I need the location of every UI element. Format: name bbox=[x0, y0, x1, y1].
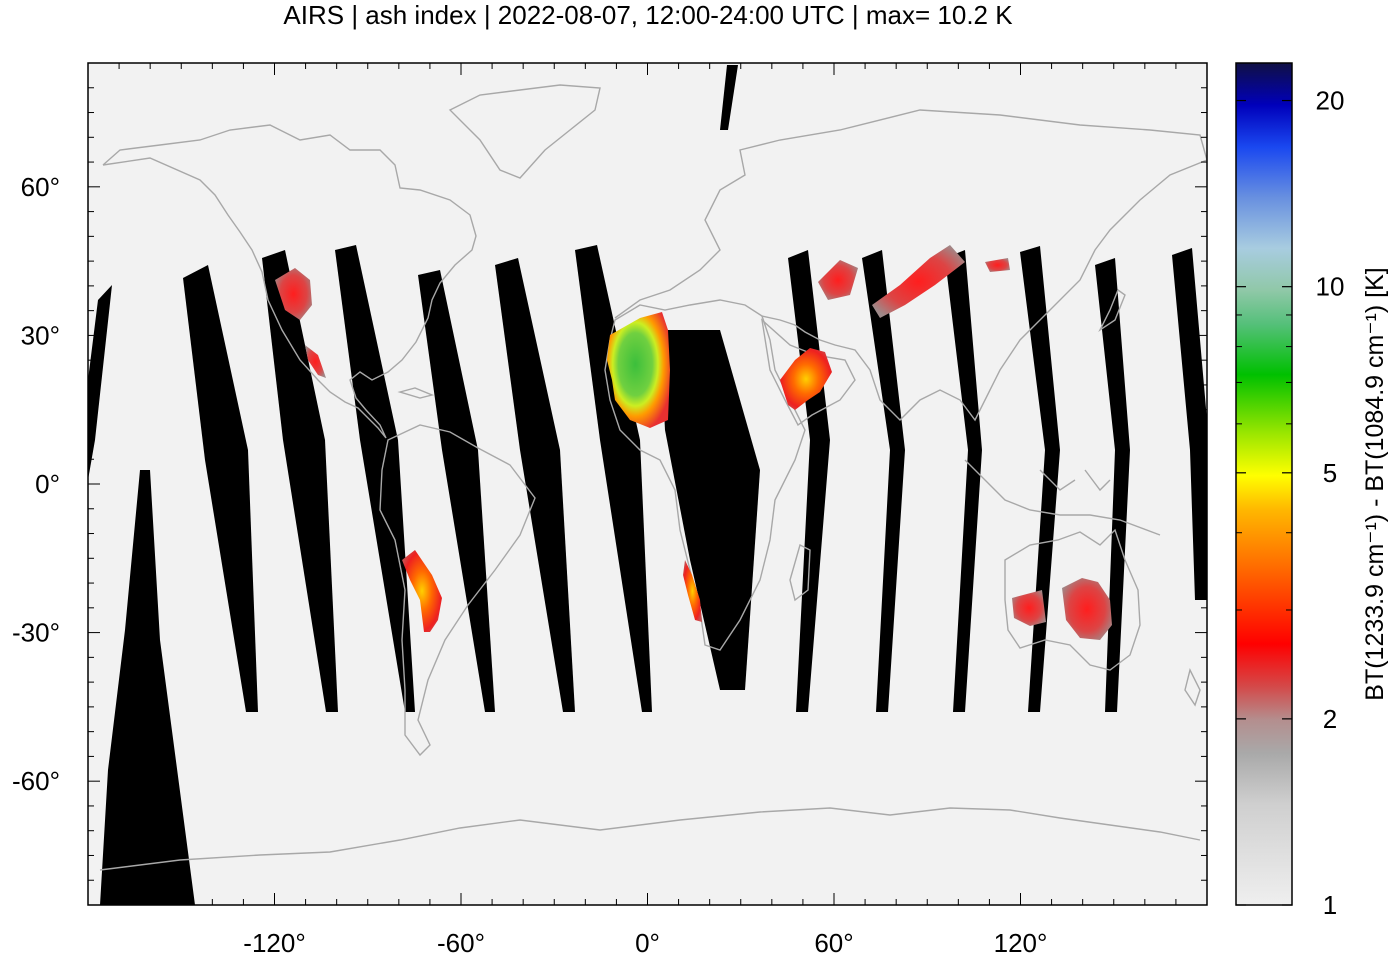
y-axis: 60° 30° 0° -30° -60° bbox=[12, 87, 1207, 881]
colorbar-tick-label: 20 bbox=[1316, 86, 1345, 116]
ash-hotspots bbox=[275, 245, 1112, 640]
cuba-coast bbox=[397, 387, 435, 399]
ash-hotspot-west-usa bbox=[275, 268, 326, 378]
ash-hotspot-namibia bbox=[683, 560, 702, 622]
ash-hotspot-west-australia bbox=[1012, 590, 1046, 626]
x-tick-label: 0° bbox=[635, 928, 660, 954]
ash-hotspot-central-asia bbox=[818, 245, 1010, 318]
swath-gap bbox=[418, 270, 495, 712]
swath-gap bbox=[1095, 258, 1130, 712]
x-tick-label: 120° bbox=[994, 928, 1048, 954]
greenland-coast bbox=[448, 84, 601, 179]
colorbar-tick-label: 2 bbox=[1323, 704, 1337, 734]
colorbar-tick-label: 5 bbox=[1323, 458, 1337, 488]
ash-hotspot-arabia bbox=[780, 348, 832, 410]
colorbar-label: BT(1233.9 cm⁻¹) - BT(1084.9 cm⁻¹) [K] bbox=[1361, 267, 1389, 700]
y-tick-label: -30° bbox=[12, 618, 60, 648]
y-tick-label: -60° bbox=[12, 766, 60, 796]
madagascar-coast bbox=[789, 543, 811, 602]
indonesia-coast bbox=[964, 459, 1161, 536]
japan-coast bbox=[1098, 288, 1126, 333]
colorbar-tick-label: 1 bbox=[1323, 890, 1337, 920]
colorbar-gradient bbox=[1235, 62, 1293, 906]
swath-gap bbox=[495, 258, 575, 712]
swath-gap bbox=[100, 470, 195, 905]
x-tick-label: 60° bbox=[814, 928, 853, 954]
australia-coast bbox=[1004, 528, 1141, 671]
swath-gap bbox=[660, 330, 760, 690]
x-axis: -120° -60° 0° 60° 120° bbox=[118, 63, 1177, 954]
ash-hotspot-sahara bbox=[607, 312, 670, 428]
swath-gap bbox=[862, 250, 905, 712]
colorbar: 1 2 5 10 20 BT(1233.9 cm⁻¹) - BT(1084.9 cm⁻¹… bbox=[1235, 62, 1389, 920]
swath-gap bbox=[183, 265, 258, 712]
x-tick-label: -120° bbox=[243, 928, 305, 954]
swath-gap bbox=[575, 245, 652, 712]
new-zealand-coast bbox=[1184, 667, 1201, 707]
eurasia-coast bbox=[614, 109, 1207, 422]
swath-gap bbox=[335, 245, 415, 712]
europe-africa-coast bbox=[604, 299, 806, 651]
x-tick-label: -60° bbox=[437, 928, 485, 954]
y-tick-label: 30° bbox=[21, 320, 60, 350]
north-america-coast bbox=[102, 124, 477, 439]
ash-hotspot-andes bbox=[402, 550, 442, 632]
map-area bbox=[88, 63, 1207, 905]
colorbar-tick-label: 10 bbox=[1316, 272, 1345, 302]
chart-title: AIRS | ash index | 2022-08-07, 12:00-24:… bbox=[283, 0, 1013, 30]
swath-gap bbox=[88, 285, 112, 480]
map-background bbox=[88, 63, 1207, 905]
colorbar-ticks: 1 2 5 10 20 bbox=[1236, 86, 1344, 920]
swath-gap bbox=[720, 65, 738, 130]
ash-hotspot-central-australia bbox=[1062, 578, 1112, 640]
y-tick-label: 60° bbox=[21, 172, 60, 202]
swath-gap bbox=[1172, 248, 1207, 600]
y-tick-label: 0° bbox=[35, 469, 60, 499]
antarctica-coast bbox=[99, 807, 1201, 871]
swath-gap bbox=[262, 250, 338, 712]
south-america-coast bbox=[379, 424, 536, 757]
swath-gap bbox=[945, 250, 982, 712]
swath-gap bbox=[1020, 246, 1060, 712]
